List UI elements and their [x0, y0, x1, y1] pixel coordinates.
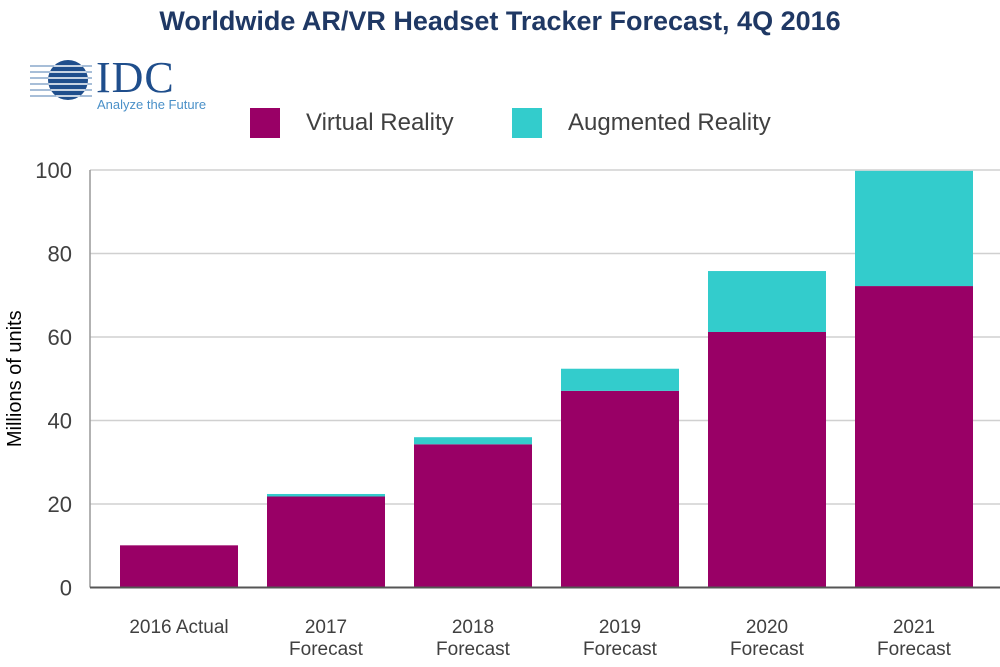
x-tick-label: Forecast — [877, 639, 952, 660]
x-tick-label: 2016 Actual — [129, 617, 228, 638]
bar-ar — [708, 271, 826, 332]
bar-vr — [855, 286, 973, 588]
x-tick-label: 2021 — [893, 617, 935, 638]
y-tick-label: 20 — [48, 492, 72, 517]
logo-text: IDC — [96, 53, 175, 102]
y-tick-label: 60 — [48, 325, 72, 350]
bar-ar — [855, 170, 973, 287]
x-tick-label: Forecast — [730, 639, 805, 660]
bar-vr — [267, 496, 385, 588]
legend-swatch-ar — [512, 108, 542, 138]
x-tick-label: Forecast — [289, 639, 364, 660]
bar-vr — [414, 444, 532, 588]
x-tick-label: 2020 — [746, 617, 788, 638]
y-tick-label: 80 — [48, 242, 72, 267]
legend-label-vr: Virtual Reality — [306, 109, 454, 136]
y-tick-label: 40 — [48, 409, 72, 434]
y-tick-label: 100 — [35, 158, 72, 183]
bar-ar — [561, 368, 679, 391]
legend-swatch-vr — [250, 108, 280, 138]
y-axis-title: Millions of units — [4, 310, 26, 447]
x-tick-label: 2018 — [452, 617, 494, 638]
bar-vr — [120, 545, 238, 588]
bar-vr — [708, 331, 826, 588]
chart-title: Worldwide AR/VR Headset Tracker Forecast… — [159, 6, 841, 36]
y-tick-label: 0 — [60, 576, 72, 601]
x-tick-label: Forecast — [436, 639, 511, 660]
bar-ar — [267, 493, 385, 497]
bar-vr — [561, 390, 679, 588]
bar-ar — [414, 437, 532, 445]
legend-item-ar: Augmented Reality — [512, 108, 771, 138]
logo-tagline: Analyze the Future — [97, 97, 207, 112]
x-tick-label: 2017 — [305, 617, 347, 638]
legend-item-vr: Virtual Reality — [250, 108, 454, 138]
legend-label-ar: Augmented Reality — [568, 109, 771, 136]
x-tick-label: 2019 — [599, 617, 641, 638]
x-tick-label: Forecast — [583, 639, 658, 660]
